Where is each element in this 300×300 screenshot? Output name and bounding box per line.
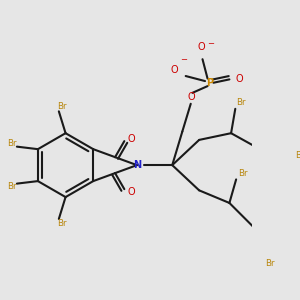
- Text: −: −: [180, 55, 187, 64]
- Text: Br: Br: [7, 182, 16, 191]
- Text: P: P: [206, 78, 213, 88]
- Text: O: O: [127, 187, 135, 197]
- Text: N: N: [133, 160, 141, 170]
- Text: O: O: [171, 65, 178, 75]
- Text: O: O: [197, 42, 205, 52]
- Text: −: −: [207, 40, 214, 49]
- Text: Br: Br: [58, 220, 67, 229]
- Text: Br: Br: [238, 169, 248, 178]
- Text: O: O: [127, 134, 135, 144]
- Text: O: O: [236, 74, 243, 84]
- Text: Br: Br: [58, 102, 67, 111]
- Text: Br: Br: [265, 259, 274, 268]
- Text: Br: Br: [295, 151, 300, 160]
- Text: Br: Br: [7, 139, 16, 148]
- Text: O: O: [188, 92, 195, 102]
- Text: Br: Br: [236, 98, 246, 106]
